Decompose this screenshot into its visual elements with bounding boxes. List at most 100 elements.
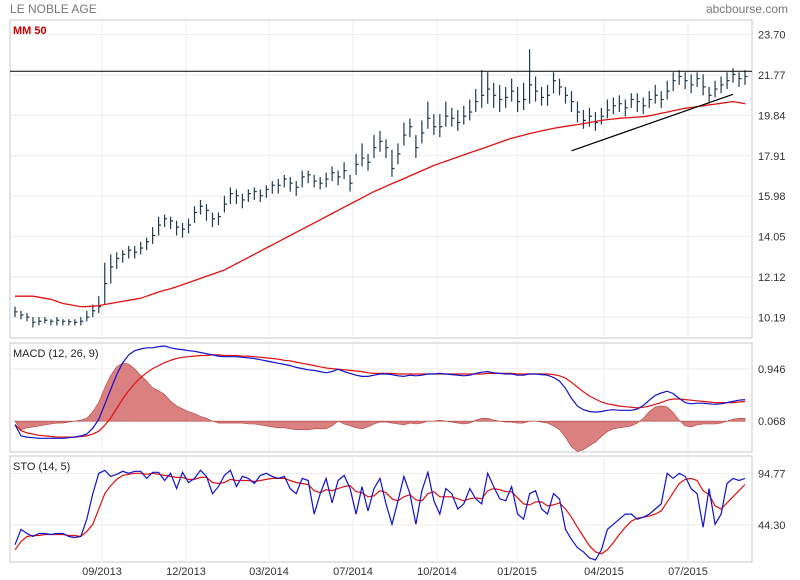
price-bar bbox=[391, 149, 395, 177]
price-bar bbox=[439, 114, 443, 138]
price-bar bbox=[654, 84, 658, 104]
price-bar bbox=[110, 254, 114, 284]
price-bar bbox=[325, 172, 329, 188]
price-bar bbox=[684, 72, 688, 90]
price-bar bbox=[624, 99, 628, 117]
price-bar bbox=[241, 193, 245, 209]
price-bar bbox=[32, 317, 36, 328]
price-bar bbox=[552, 72, 557, 94]
price-bar bbox=[301, 170, 305, 188]
price-bar bbox=[38, 317, 42, 326]
price-bar bbox=[229, 187, 233, 205]
price-bar bbox=[152, 227, 156, 244]
sto-d-line bbox=[14, 472, 746, 555]
price-bar bbox=[582, 109, 586, 129]
price-bar bbox=[373, 135, 377, 159]
price-bar bbox=[134, 245, 138, 259]
price-bar bbox=[331, 166, 335, 182]
price-bar bbox=[528, 49, 533, 104]
price-bar bbox=[158, 216, 162, 236]
price-y-tick-label: 14.05 bbox=[758, 232, 786, 244]
price-bar bbox=[690, 74, 694, 94]
price-bar bbox=[534, 76, 539, 102]
price-bar bbox=[517, 86, 521, 113]
price-bar bbox=[612, 97, 616, 115]
price-bar bbox=[523, 82, 527, 110]
macd-y-tick-label: 0.068 bbox=[758, 416, 786, 428]
price-bar bbox=[20, 310, 24, 320]
price-bar bbox=[666, 80, 670, 100]
x-tick-label: 04/2015 bbox=[584, 566, 624, 578]
price-bar bbox=[738, 72, 742, 87]
price-bar bbox=[337, 170, 341, 186]
price-bar bbox=[714, 80, 718, 98]
price-bar bbox=[80, 317, 84, 326]
price-bar bbox=[187, 218, 192, 234]
price-bar bbox=[283, 174, 287, 188]
macd-panel-frame bbox=[9, 342, 753, 453]
price-bar bbox=[295, 181, 299, 196]
price-bar bbox=[600, 107, 604, 125]
price-bar bbox=[205, 204, 209, 221]
price-bar bbox=[385, 139, 389, 159]
x-tick-label: 07/2015 bbox=[668, 566, 708, 578]
macd-histogram bbox=[14, 362, 746, 452]
price-bar bbox=[26, 312, 30, 322]
price-bar bbox=[744, 70, 748, 85]
price-bar bbox=[104, 262, 108, 305]
price-bar bbox=[169, 216, 174, 230]
price-bar bbox=[457, 109, 461, 131]
chart-title: LE NOBLE AGE bbox=[10, 2, 97, 16]
ma-50-line bbox=[15, 100, 746, 308]
price-bar bbox=[56, 317, 60, 326]
chart-labels: MM 50 23.70 21.77 19.84 17.91 15.98 14.05 12.12… bbox=[13, 25, 786, 578]
price-bar bbox=[86, 310, 90, 322]
price-y-tick-label: 17.91 bbox=[758, 151, 786, 163]
price-bar bbox=[648, 91, 652, 108]
price-bar bbox=[702, 74, 706, 96]
price-bar bbox=[660, 91, 664, 108]
price-bar bbox=[696, 72, 700, 87]
price-bar bbox=[588, 107, 592, 127]
price-bar bbox=[642, 97, 646, 115]
price-bar bbox=[367, 153, 371, 171]
price-bar bbox=[618, 95, 622, 113]
price-bar bbox=[193, 206, 198, 223]
price-bar bbox=[546, 84, 551, 106]
price-bar bbox=[122, 250, 126, 263]
price-bar bbox=[44, 317, 48, 324]
price-bar bbox=[499, 84, 503, 113]
price-bar bbox=[433, 114, 437, 136]
price-bar bbox=[247, 189, 251, 203]
price-bar bbox=[451, 107, 455, 127]
price-bar bbox=[397, 143, 401, 165]
price-bar bbox=[379, 130, 383, 152]
price-bar bbox=[469, 99, 473, 121]
x-tick-label: 01/2015 bbox=[497, 566, 537, 578]
price-bar bbox=[235, 189, 239, 205]
price-bar bbox=[445, 101, 449, 127]
price-bar bbox=[175, 220, 180, 236]
sto-panel-frame bbox=[9, 455, 753, 563]
support-trendline bbox=[571, 93, 734, 152]
x-tick-label: 10/2014 bbox=[417, 566, 457, 578]
price-bar bbox=[403, 122, 407, 146]
price-bar bbox=[50, 319, 54, 326]
price-bar bbox=[68, 319, 72, 326]
x-tick-label: 12/2013 bbox=[166, 566, 206, 578]
price-bar bbox=[630, 93, 634, 108]
price-bar bbox=[140, 241, 144, 255]
price-bar bbox=[511, 78, 515, 102]
price-bar bbox=[253, 187, 257, 200]
sto-k-line bbox=[14, 469, 746, 561]
price-y-tick-label: 15.98 bbox=[758, 191, 786, 203]
price-bar bbox=[181, 222, 186, 238]
price-bar bbox=[313, 174, 317, 188]
price-bar bbox=[223, 195, 227, 213]
price-bar bbox=[481, 70, 485, 108]
price-bar bbox=[217, 212, 221, 226]
price-bar bbox=[732, 68, 736, 83]
price-bar bbox=[415, 135, 419, 159]
price-bar bbox=[558, 78, 563, 96]
